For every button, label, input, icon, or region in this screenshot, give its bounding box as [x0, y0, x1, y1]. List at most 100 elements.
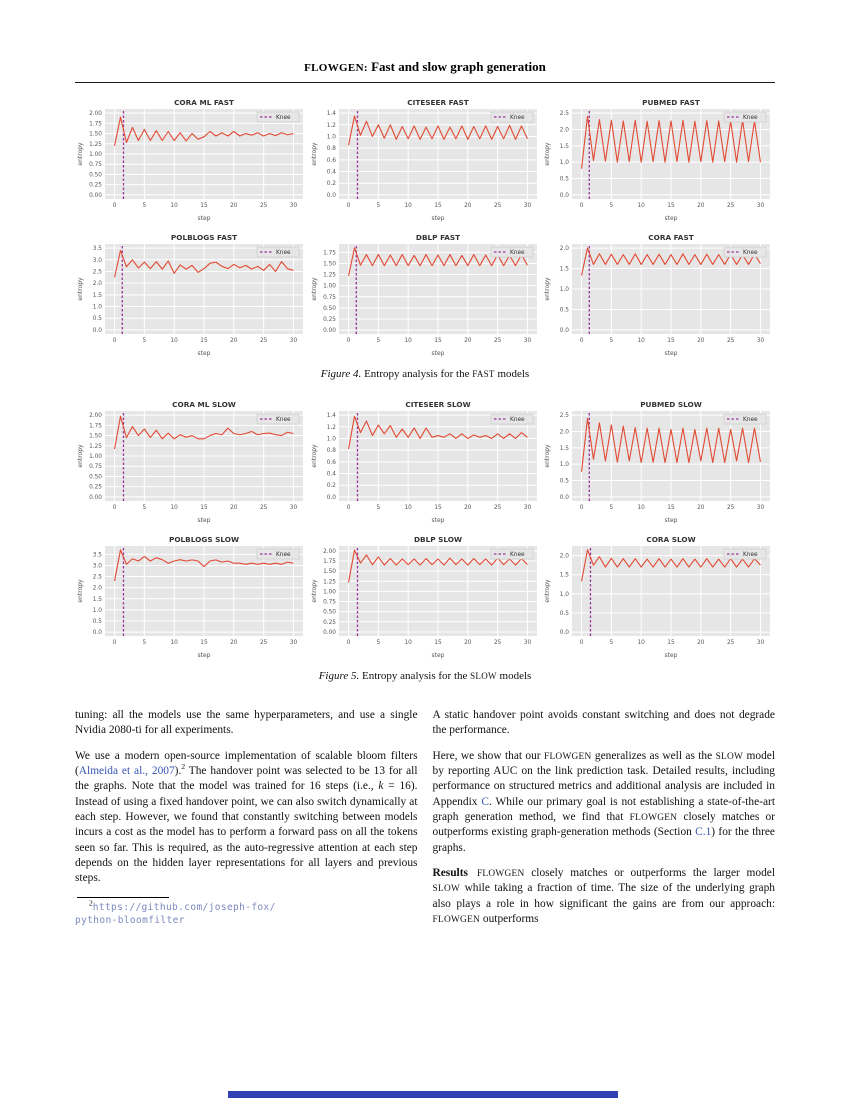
svg-text:5: 5 [610, 203, 614, 209]
figure-4: 0 5 10 15 20 25 30 0.00 0.25 0.50 0.75 1.00 1.25 1.50… [75, 96, 775, 380]
svg-text:1.2: 1.2 [326, 123, 336, 129]
svg-text:1.25: 1.25 [89, 444, 102, 450]
svg-text:0.5: 0.5 [93, 619, 103, 625]
svg-text:CITESEER FAST: CITESEER FAST [407, 98, 468, 107]
svg-text:Knee: Knee [743, 417, 758, 423]
svg-text:0.50: 0.50 [89, 172, 102, 178]
chart-citeseer-slow: 0 5 10 15 20 25 30 0.0 0.2 0.4 0.6 0.8 1.0 1.2 1.4 Knee… [309, 398, 542, 525]
svg-text:15: 15 [434, 338, 442, 344]
svg-text:15: 15 [200, 505, 208, 511]
chart-dblp-fast: 0 5 10 15 20 25 30 0.00 0.25 0.50 0.75 1.00 1.25 1.50… [309, 231, 542, 358]
chart-polblogs-slow: 0 5 10 15 20 25 30 0.0 0.5 1.0 1.5 2.0 2.5 3.0 3.5 Knee… [75, 533, 308, 660]
svg-text:0.75: 0.75 [89, 162, 102, 168]
svg-text:25: 25 [493, 640, 501, 646]
svg-text:0.25: 0.25 [89, 485, 102, 491]
svg-text:25: 25 [727, 338, 735, 344]
chart-cora-fast: 0 5 10 15 20 25 30 0.0 0.5 1.0 1.5 2.0 Knee CORA FAST… [542, 231, 775, 358]
svg-text:15: 15 [200, 640, 208, 646]
svg-text:0.0: 0.0 [560, 630, 570, 636]
svg-text:1.0: 1.0 [560, 592, 570, 598]
svg-text:25: 25 [493, 338, 501, 344]
svg-text:0: 0 [580, 338, 584, 344]
svg-text:0: 0 [580, 203, 584, 209]
paragraph: tuning: all the models use the same hype… [75, 709, 418, 737]
svg-text:entropy: entropy [544, 142, 551, 166]
svg-text:2.5: 2.5 [93, 269, 103, 275]
svg-text:5: 5 [143, 338, 147, 344]
svg-text:5: 5 [376, 505, 380, 511]
svg-text:25: 25 [260, 505, 268, 511]
svg-text:1.75: 1.75 [89, 121, 102, 127]
svg-text:15: 15 [434, 640, 442, 646]
svg-text:1.25: 1.25 [89, 142, 102, 148]
svg-text:30: 30 [523, 640, 531, 646]
footnote-url-line1[interactable]: https://github.com/joseph-fox/ [92, 901, 276, 913]
svg-text:25: 25 [727, 640, 735, 646]
svg-text:10: 10 [637, 203, 645, 209]
svg-text:entropy: entropy [77, 142, 84, 166]
bottom-blue-bar [228, 1091, 618, 1098]
svg-text:2.5: 2.5 [560, 413, 570, 419]
svg-text:1.0: 1.0 [93, 305, 103, 311]
svg-text:2.0: 2.0 [560, 554, 570, 560]
svg-text:5: 5 [143, 203, 147, 209]
svg-text:20: 20 [230, 203, 238, 209]
svg-text:0.2: 0.2 [326, 181, 336, 187]
svg-text:0.50: 0.50 [89, 474, 102, 480]
svg-text:0.8: 0.8 [326, 448, 336, 454]
svg-text:20: 20 [697, 203, 705, 209]
svg-text:1.75: 1.75 [323, 559, 336, 565]
svg-text:0.0: 0.0 [93, 328, 103, 334]
appendix-c-link[interactable]: C [481, 795, 489, 808]
svg-text:1.5: 1.5 [93, 597, 103, 603]
svg-text:0.00: 0.00 [89, 495, 102, 501]
svg-text:10: 10 [404, 505, 412, 511]
svg-text:0.2: 0.2 [326, 483, 336, 489]
svg-text:0.6: 0.6 [326, 158, 336, 164]
svg-text:step: step [198, 652, 211, 659]
svg-text:0.0: 0.0 [326, 495, 336, 501]
chart-polblogs-fast: 0 5 10 15 20 25 30 0.0 0.5 1.0 1.5 2.0 2.5 3.0 3.5 Knee… [75, 231, 308, 358]
footnote-url-line2[interactable]: python-bloomfilter [75, 914, 185, 926]
results-paragraph: Results FLOWGEN closely matches or outper… [432, 866, 776, 925]
svg-text:0.5: 0.5 [560, 479, 570, 485]
right-column: A static handover point avoids constant … [433, 708, 776, 937]
svg-text:10: 10 [170, 203, 178, 209]
svg-text:10: 10 [170, 338, 178, 344]
svg-text:20: 20 [464, 640, 472, 646]
svg-text:0.00: 0.00 [323, 328, 336, 334]
svg-text:1.00: 1.00 [323, 589, 336, 595]
svg-text:25: 25 [260, 338, 268, 344]
section-c1-link[interactable]: C.1 [695, 826, 712, 839]
svg-text:0.50: 0.50 [323, 610, 336, 616]
svg-text:0: 0 [346, 505, 350, 511]
svg-text:30: 30 [290, 203, 298, 209]
svg-text:0: 0 [346, 640, 350, 646]
svg-text:20: 20 [697, 338, 705, 344]
svg-text:20: 20 [464, 338, 472, 344]
svg-text:5: 5 [376, 203, 380, 209]
svg-text:step: step [665, 215, 678, 222]
svg-text:1.0: 1.0 [560, 287, 570, 293]
svg-text:5: 5 [610, 338, 614, 344]
svg-text:1.0: 1.0 [326, 436, 336, 442]
svg-text:25: 25 [260, 640, 268, 646]
chart-pubmed-slow: 0 5 10 15 20 25 30 0.0 0.5 1.0 1.5 2.0 2.5 Knee PUBMED… [542, 398, 775, 525]
svg-text:2.00: 2.00 [89, 111, 102, 117]
citation-link-almeida[interactable]: Almeida et al., 2007 [78, 764, 175, 777]
svg-text:25: 25 [727, 203, 735, 209]
svg-text:1.75: 1.75 [323, 250, 336, 256]
svg-text:step: step [198, 350, 211, 357]
svg-text:20: 20 [230, 505, 238, 511]
svg-text:1.00: 1.00 [323, 284, 336, 290]
svg-text:CORA ML SLOW: CORA ML SLOW [172, 400, 236, 409]
svg-text:step: step [431, 652, 444, 659]
svg-text:1.4: 1.4 [326, 413, 336, 419]
svg-text:30: 30 [290, 640, 298, 646]
svg-text:0: 0 [580, 505, 584, 511]
svg-text:entropy: entropy [77, 579, 84, 603]
svg-text:PUBMED FAST: PUBMED FAST [642, 98, 700, 107]
svg-text:30: 30 [523, 505, 531, 511]
footnote-number: 2 [89, 898, 93, 908]
figure-4-grid: 0 5 10 15 20 25 30 0.00 0.25 0.50 0.75 1.00 1.25 1.50… [75, 96, 775, 358]
